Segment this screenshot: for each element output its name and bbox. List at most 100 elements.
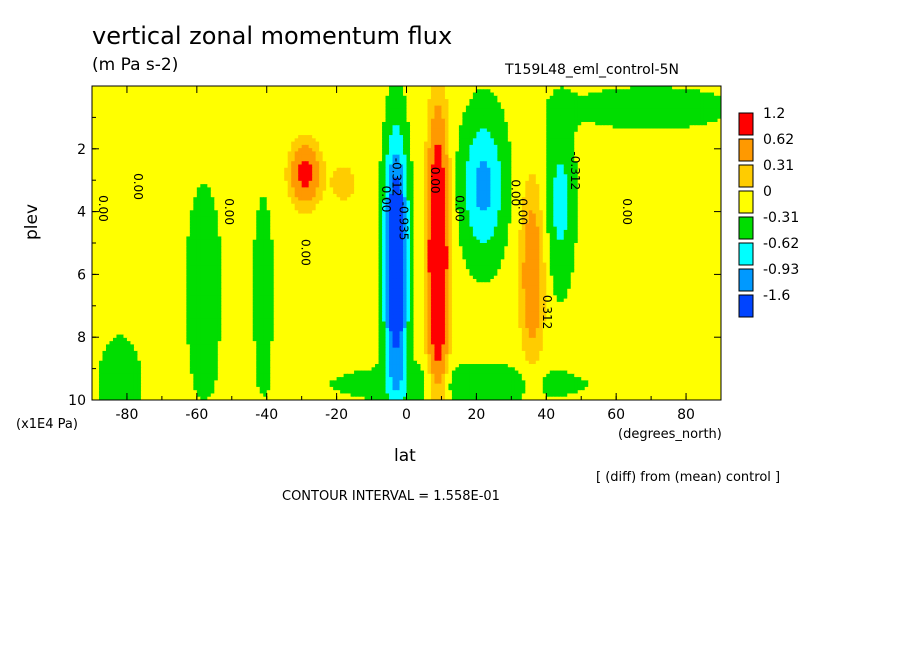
field-cell xyxy=(504,112,509,117)
field-cell xyxy=(574,115,579,120)
field-cell xyxy=(679,89,684,94)
field-cell xyxy=(305,105,310,110)
field-cell xyxy=(235,105,240,110)
field-cell xyxy=(165,102,170,107)
field-cell xyxy=(409,112,415,117)
field-cell xyxy=(144,102,149,107)
field-cell xyxy=(151,121,156,126)
field-cell xyxy=(273,121,278,126)
field-cell xyxy=(126,92,132,97)
field-cell xyxy=(315,92,320,97)
field-cell xyxy=(490,86,495,90)
field-cell xyxy=(319,112,324,117)
field-cell xyxy=(703,99,708,103)
field-cell xyxy=(577,95,582,100)
field-cell xyxy=(280,89,285,94)
field-cell xyxy=(252,99,257,103)
field-cell xyxy=(270,89,275,94)
field-cell xyxy=(556,112,561,117)
field-cell xyxy=(448,95,453,100)
field-cell xyxy=(368,121,373,126)
field-cell xyxy=(179,86,184,90)
field-cell xyxy=(654,112,659,117)
field-cell xyxy=(507,112,512,117)
field-cell xyxy=(354,89,359,94)
field-cell xyxy=(396,102,401,107)
field-cell xyxy=(291,92,296,97)
field-cell xyxy=(298,108,303,113)
field-cell xyxy=(658,118,663,123)
field-cell xyxy=(472,108,477,113)
field-cell xyxy=(427,89,432,94)
field-cell xyxy=(109,115,114,120)
field-cell xyxy=(371,105,376,110)
field-cell xyxy=(689,95,694,100)
field-cell xyxy=(570,86,575,90)
field-cell xyxy=(619,105,624,110)
field-cell xyxy=(102,92,107,97)
field-cell xyxy=(546,121,551,126)
field-cell xyxy=(448,102,453,107)
field-cell xyxy=(350,121,355,126)
field-cell xyxy=(539,118,544,123)
field-cell xyxy=(235,89,240,94)
field-cell xyxy=(98,105,104,110)
field-cell xyxy=(378,95,383,100)
field-cell xyxy=(333,89,338,94)
field-cell xyxy=(451,108,457,113)
field-cell xyxy=(462,86,467,90)
field-cell xyxy=(354,99,359,103)
field-cell xyxy=(581,89,586,94)
field-cell xyxy=(714,105,719,110)
field-cell xyxy=(151,112,156,117)
field-cell xyxy=(252,105,257,110)
field-cell xyxy=(700,108,705,113)
field-cell xyxy=(231,86,236,90)
field-cell xyxy=(182,105,187,110)
field-cell xyxy=(312,121,317,126)
field-cell xyxy=(619,99,624,103)
field-cell xyxy=(500,105,505,110)
field-cell xyxy=(186,115,191,120)
field-cell xyxy=(371,102,376,107)
field-cell xyxy=(389,86,394,90)
field-cell xyxy=(151,99,156,103)
field-cell xyxy=(612,112,617,117)
field-cell xyxy=(224,89,229,94)
field-cell xyxy=(336,95,341,100)
field-cell xyxy=(497,86,502,90)
field-cell xyxy=(409,95,415,100)
field-cell xyxy=(207,95,212,100)
field-cell xyxy=(581,121,586,126)
field-cell xyxy=(581,92,586,97)
field-cell xyxy=(493,86,498,90)
field-cell xyxy=(609,108,614,113)
field-cell xyxy=(416,86,422,90)
field-cell xyxy=(441,115,446,120)
field-cell xyxy=(354,112,359,117)
field-cell xyxy=(563,92,568,97)
field-cell xyxy=(252,95,257,100)
field-cell xyxy=(252,118,257,123)
field-cell xyxy=(270,99,275,103)
field-cell xyxy=(707,105,712,110)
field-cell xyxy=(137,86,142,90)
field-cell xyxy=(399,121,404,126)
field-cell xyxy=(119,86,125,90)
field-cell xyxy=(116,115,121,120)
field-cell xyxy=(322,95,327,100)
field-cell xyxy=(567,105,572,110)
field-cell xyxy=(479,108,484,113)
field-cell xyxy=(172,108,177,113)
field-cell xyxy=(210,102,215,107)
field-cell xyxy=(696,108,701,113)
field-cell xyxy=(140,115,146,120)
field-cell xyxy=(130,118,135,123)
field-cell xyxy=(602,102,607,107)
field-cell xyxy=(560,89,565,94)
field-cell xyxy=(203,121,208,126)
field-cell xyxy=(497,112,502,117)
field-cell xyxy=(560,102,565,107)
field-cell xyxy=(714,102,719,107)
field-cell xyxy=(196,92,201,97)
